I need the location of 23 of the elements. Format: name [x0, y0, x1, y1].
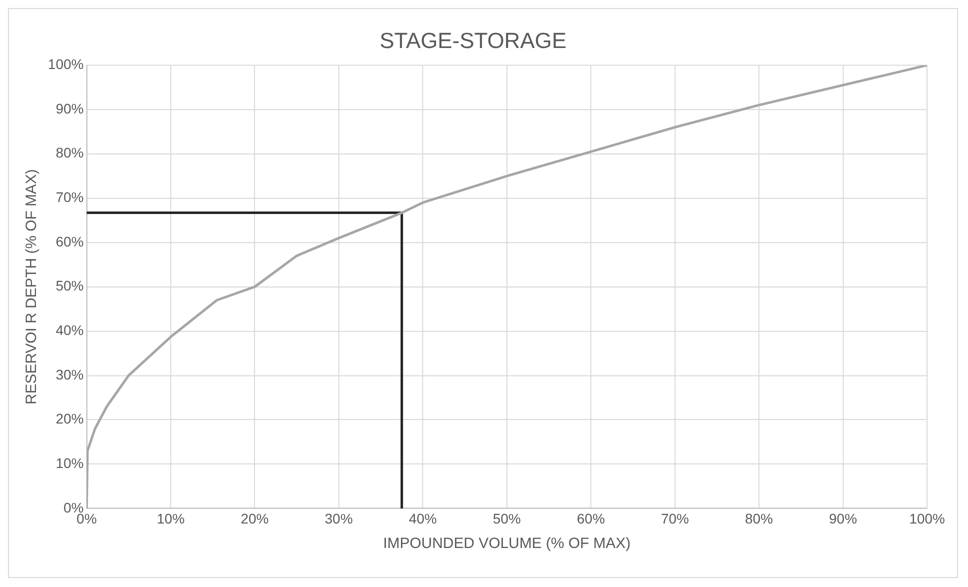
x-tick-label: 80% — [745, 510, 773, 527]
chart-title: STAGE-STORAGE — [380, 28, 566, 54]
y-tick-label: 10% — [56, 454, 84, 471]
y-tick-label: 40% — [56, 322, 84, 338]
y-tick-label: 50% — [56, 278, 84, 294]
y-tick-label: 70% — [56, 189, 84, 206]
y-tick-label: 30% — [56, 366, 84, 382]
x-tick-label: 40% — [408, 510, 437, 527]
x-tick-label: 30% — [324, 510, 353, 527]
y-tick-label: 60% — [56, 233, 84, 250]
x-tick-label: 90% — [829, 510, 857, 527]
y-tick-label: 90% — [56, 100, 84, 116]
x-axis-title: IMPOUNDED VOLUME (% OF MAX) — [383, 535, 631, 552]
y-tick-label: 80% — [56, 144, 84, 161]
x-tick-label: 100% — [909, 510, 945, 527]
y-axis-title: RESERVOI R DEPTH (% OF MAX) — [23, 169, 40, 404]
x-tick-label: 70% — [660, 510, 689, 527]
x-tick-label: 50% — [492, 510, 521, 527]
x-tick-label: 60% — [576, 510, 605, 527]
x-tick-label: 20% — [240, 510, 269, 527]
x-tick-label: 10% — [156, 510, 185, 527]
y-tick-label: 100% — [48, 56, 84, 72]
y-tick-label: 20% — [56, 410, 84, 427]
